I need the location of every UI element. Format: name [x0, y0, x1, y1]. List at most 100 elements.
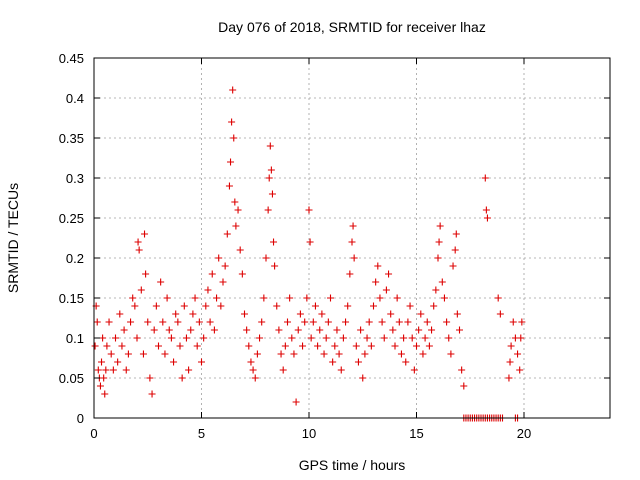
data-point [517, 334, 525, 342]
x-tick-label: 15 [409, 426, 423, 441]
data-point [296, 310, 304, 318]
data-point [376, 294, 384, 302]
data-point [288, 334, 296, 342]
data-point [165, 326, 173, 334]
y-tick-label: 0.45 [59, 51, 84, 66]
data-point [350, 254, 358, 262]
data-point [400, 334, 408, 342]
data-point [342, 318, 350, 326]
x-axis-label: GPS time / hours [299, 457, 406, 473]
data-point [458, 366, 466, 374]
data-point [230, 134, 238, 142]
data-point [109, 366, 117, 374]
y-tick-label: 0.4 [66, 91, 84, 106]
data-point [213, 294, 221, 302]
y-tick-label: 0 [77, 411, 84, 426]
data-point [200, 334, 208, 342]
data-point [507, 342, 515, 350]
data-point [161, 350, 169, 358]
data-point [483, 214, 491, 222]
data-point [148, 390, 156, 398]
data-point [374, 262, 382, 270]
data-point [361, 350, 369, 358]
data-point [144, 318, 152, 326]
data-point [421, 334, 429, 342]
data-point [225, 182, 233, 190]
data-point [327, 294, 334, 302]
data-point [331, 342, 339, 350]
data-point [227, 158, 235, 166]
data-point [425, 342, 433, 350]
data-point [301, 318, 309, 326]
data-point [91, 342, 99, 350]
x-tick-label: 5 [198, 426, 205, 441]
data-point [279, 366, 287, 374]
data-point [311, 302, 319, 310]
data-point [124, 350, 132, 358]
data-point [481, 174, 489, 182]
data-point [306, 238, 314, 246]
data-point [428, 326, 436, 334]
data-point [247, 358, 255, 366]
data-point [189, 310, 197, 318]
axis-ticks [93, 57, 610, 419]
data-point [324, 318, 332, 326]
data-point [333, 326, 341, 334]
data-point [267, 166, 275, 174]
data-point [243, 326, 251, 334]
data-point [395, 318, 403, 326]
data-point [260, 294, 268, 302]
data-point [127, 318, 135, 326]
data-point [387, 310, 395, 318]
data-point [176, 342, 184, 350]
data-point [101, 390, 109, 398]
data-point [206, 318, 214, 326]
data-point [378, 318, 386, 326]
data-point [389, 326, 397, 334]
data-point [223, 230, 231, 238]
data-point [294, 326, 302, 334]
y-tick-label: 0.35 [59, 131, 84, 146]
data-point [103, 342, 111, 350]
data-point [363, 334, 371, 342]
data-point [322, 334, 330, 342]
data-point [253, 350, 261, 358]
y-tick-label: 0.2 [66, 251, 84, 266]
data-point [139, 350, 147, 358]
data-point [346, 270, 354, 278]
y-axis-label: SRMTID / TECUs [5, 183, 21, 293]
data-point [268, 190, 276, 198]
data-point [215, 254, 223, 262]
data-point [180, 302, 188, 310]
data-point [275, 326, 283, 334]
y-tick-label: 0.25 [59, 211, 84, 226]
data-point [393, 294, 401, 302]
data-point [182, 334, 190, 342]
data-point [456, 326, 463, 334]
data-point [284, 318, 291, 326]
data-point [193, 342, 201, 350]
data-point [277, 350, 285, 358]
data-point [266, 142, 274, 150]
data-point [415, 326, 423, 334]
data-point [231, 198, 239, 206]
plot-frame [93, 57, 611, 419]
data-point [112, 334, 119, 342]
data-point [516, 366, 524, 374]
data-point [228, 118, 236, 126]
y-tick-label: 0.1 [66, 331, 84, 346]
data-point [357, 326, 365, 334]
data-point [447, 350, 455, 358]
data-point [271, 262, 279, 270]
data-point [445, 334, 453, 342]
data-point [202, 302, 210, 310]
data-point [434, 254, 442, 262]
data-point [385, 270, 393, 278]
data-point [133, 334, 141, 342]
data-point [236, 246, 244, 254]
data-point [241, 310, 248, 318]
data-point [157, 278, 165, 286]
data-point [309, 318, 317, 326]
data-point [172, 310, 180, 318]
y-tick-label: 0.05 [59, 371, 84, 386]
